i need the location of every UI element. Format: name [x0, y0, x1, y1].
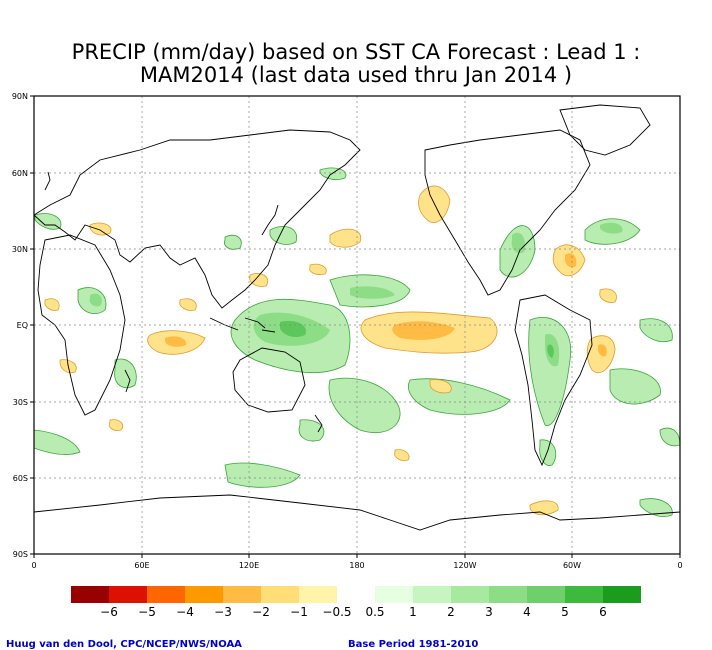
colorbar-label: 1: [409, 605, 417, 619]
colorbar-label: −4: [176, 605, 194, 619]
gridlines: [34, 96, 680, 554]
lon-label: 60W: [563, 561, 581, 570]
colorbar: −6 −5 −4 −3 −2 −1 −0.5 0.5 1 2 3 4 5 6: [71, 586, 641, 619]
map-title-line2: MAM2014 (last data used thru Jan 2014 ): [139, 63, 573, 87]
colorbar-swatch: [489, 586, 527, 603]
colorbar-label: 4: [523, 605, 531, 619]
credit-base-period: Base Period 1981-2010: [348, 639, 479, 650]
colorbar-swatch: [261, 586, 299, 603]
colorbar-label: 5: [561, 605, 569, 619]
coastlines: [34, 104, 680, 531]
axis-ticks: [30, 95, 681, 558]
colorbar-label: −0.5: [322, 605, 351, 619]
lon-label: 0: [31, 561, 36, 570]
lat-label: 90S: [13, 550, 28, 559]
precip-anomaly-patches: [34, 167, 680, 517]
colorbar-swatch: [527, 586, 565, 603]
credit-author: Huug van den Dool, CPC/NCEP/NWS/NOAA: [6, 639, 242, 650]
colorbar-label: 6: [599, 605, 607, 619]
colorbar-swatch: [71, 586, 109, 603]
lon-label: 180: [349, 561, 364, 570]
colorbar-swatch: [299, 586, 337, 603]
lat-label: EQ: [17, 321, 28, 330]
lat-label: 60S: [13, 474, 28, 483]
colorbar-swatch: [109, 586, 147, 603]
colorbar-label: −6: [100, 605, 118, 619]
colorbar-swatch: [565, 586, 603, 603]
colorbar-label: −2: [252, 605, 270, 619]
colorbar-swatch: [185, 586, 223, 603]
colorbar-label: −5: [138, 605, 156, 619]
lat-label: 30N: [12, 245, 28, 254]
colorbar-swatch: [337, 586, 375, 603]
colorbar-label: −3: [214, 605, 232, 619]
colorbar-swatch: [147, 586, 185, 603]
colorbar-swatch: [451, 586, 489, 603]
colorbar-label: 2: [447, 605, 455, 619]
colorbar-swatch: [603, 586, 641, 603]
lon-label: 60E: [134, 561, 149, 570]
colorbar-swatch: [413, 586, 451, 603]
colorbar-label: −1: [290, 605, 308, 619]
lat-label: 60N: [12, 169, 28, 178]
lon-label: 120E: [239, 561, 259, 570]
lat-label: 30S: [13, 398, 28, 407]
colorbar-label: 0.5: [365, 605, 384, 619]
lon-label: 0: [677, 561, 682, 570]
lat-label: 90N: [12, 92, 28, 101]
colorbar-label: 3: [485, 605, 493, 619]
lon-label: 120W: [453, 561, 476, 570]
colorbar-swatch: [375, 586, 413, 603]
map-title-line1: PRECIP (mm/day) based on SST CA Forecast…: [71, 40, 641, 64]
colorbar-swatch: [223, 586, 261, 603]
